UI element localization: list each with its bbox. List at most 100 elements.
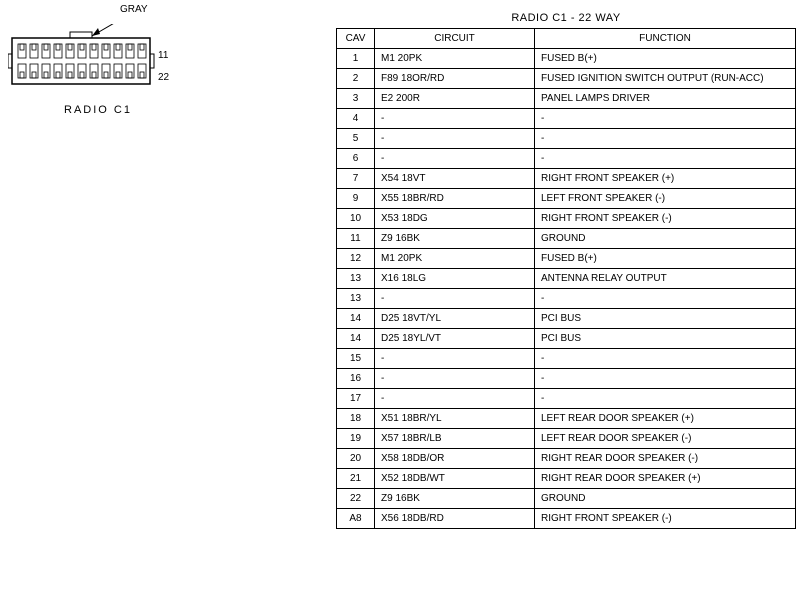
cell-circuit: X54 18VT [375, 169, 535, 189]
table-row: 16-- [337, 369, 796, 389]
header-function: FUNCTION [535, 29, 796, 49]
cell-circuit: Z9 16BK [375, 229, 535, 249]
cell-function: RIGHT FRONT SPEAKER (-) [535, 209, 796, 229]
cell-function: FUSED B(+) [535, 249, 796, 269]
table-row: 11Z9 16BKGROUND [337, 229, 796, 249]
pin-label-11: 11 [158, 50, 168, 61]
cell-cav: 14 [337, 309, 375, 329]
table-row: 2F89 18OR/RDFUSED IGNITION SWITCH OUTPUT… [337, 69, 796, 89]
cell-function: FUSED IGNITION SWITCH OUTPUT (RUN-ACC) [535, 69, 796, 89]
cell-cav: 18 [337, 409, 375, 429]
cell-circuit: - [375, 129, 535, 149]
cell-circuit: F89 18OR/RD [375, 69, 535, 89]
cell-circuit: X16 18LG [375, 269, 535, 289]
cell-circuit: D25 18VT/YL [375, 309, 535, 329]
cell-function: FUSED B(+) [535, 49, 796, 69]
table-row: 17-- [337, 389, 796, 409]
table-row: 14D25 18YL/VTPCI BUS [337, 329, 796, 349]
header-cav: CAV [337, 29, 375, 49]
table-row: 20X58 18DB/ORRIGHT REAR DOOR SPEAKER (-) [337, 449, 796, 469]
header-circuit: CIRCUIT [375, 29, 535, 49]
cell-circuit: - [375, 349, 535, 369]
cell-circuit: - [375, 389, 535, 409]
cell-function: LEFT FRONT SPEAKER (-) [535, 189, 796, 209]
cell-circuit: M1 20PK [375, 249, 535, 269]
table-row: 10X53 18DGRIGHT FRONT SPEAKER (-) [337, 209, 796, 229]
cell-function: - [535, 149, 796, 169]
cell-cav: 15 [337, 349, 375, 369]
cell-circuit: - [375, 369, 535, 389]
cell-cav: 17 [337, 389, 375, 409]
table-row: 3E2 200RPANEL LAMPS DRIVER [337, 89, 796, 109]
table-row: 12M1 20PKFUSED B(+) [337, 249, 796, 269]
pin-label-22: 22 [158, 72, 169, 83]
cell-cav: 11 [337, 229, 375, 249]
cell-function: PCI BUS [535, 329, 796, 349]
cell-cav: 13 [337, 269, 375, 289]
cell-circuit: M1 20PK [375, 49, 535, 69]
cell-cav: 21 [337, 469, 375, 489]
table-row: 15-- [337, 349, 796, 369]
connector-svg [8, 24, 168, 94]
cell-function: LEFT REAR DOOR SPEAKER (+) [535, 409, 796, 429]
cell-cav: 22 [337, 489, 375, 509]
cell-circuit: X58 18DB/OR [375, 449, 535, 469]
cell-function: PANEL LAMPS DRIVER [535, 89, 796, 109]
cell-circuit: X55 18BR/RD [375, 189, 535, 209]
cell-function: - [535, 349, 796, 369]
cell-circuit: X51 18BR/YL [375, 409, 535, 429]
cell-circuit: X56 18DB/RD [375, 509, 535, 529]
table-row: 13X16 18LGANTENNA RELAY OUTPUT [337, 269, 796, 289]
table-header-row: CAV CIRCUIT FUNCTION [337, 29, 796, 49]
gray-label: GRAY [120, 4, 148, 15]
cell-cav: 1 [337, 49, 375, 69]
cell-function: ANTENNA RELAY OUTPUT [535, 269, 796, 289]
cell-cav: 19 [337, 429, 375, 449]
cell-cav: 5 [337, 129, 375, 149]
cell-cav: 4 [337, 109, 375, 129]
pinout-table-area: RADIO C1 - 22 WAY CAV CIRCUIT FUNCTION 1… [336, 12, 796, 529]
cell-function: RIGHT REAR DOOR SPEAKER (-) [535, 449, 796, 469]
cell-cav: 7 [337, 169, 375, 189]
table-row: A8X56 18DB/RDRIGHT FRONT SPEAKER (-) [337, 509, 796, 529]
cell-cav: 14 [337, 329, 375, 349]
cell-cav: 9 [337, 189, 375, 209]
cell-circuit: E2 200R [375, 89, 535, 109]
pinout-table: CAV CIRCUIT FUNCTION 1M1 20PKFUSED B(+)2… [336, 28, 796, 529]
cell-circuit: - [375, 109, 535, 129]
connector-diagram: GRAY [8, 24, 188, 116]
cell-cav: 12 [337, 249, 375, 269]
cell-function: - [535, 289, 796, 309]
cell-function: - [535, 109, 796, 129]
cell-function: LEFT REAR DOOR SPEAKER (-) [535, 429, 796, 449]
cell-cav: 16 [337, 369, 375, 389]
cell-cav: 20 [337, 449, 375, 469]
table-row: 9X55 18BR/RDLEFT FRONT SPEAKER (-) [337, 189, 796, 209]
table-row: 14D25 18VT/YLPCI BUS [337, 309, 796, 329]
cell-cav: 6 [337, 149, 375, 169]
connector-caption: RADIO C1 [8, 104, 188, 116]
table-row: 4-- [337, 109, 796, 129]
table-title: RADIO C1 - 22 WAY [336, 12, 796, 24]
cell-function: PCI BUS [535, 309, 796, 329]
cell-circuit: - [375, 289, 535, 309]
cell-circuit: - [375, 149, 535, 169]
cell-function: RIGHT FRONT SPEAKER (+) [535, 169, 796, 189]
table-row: 13-- [337, 289, 796, 309]
table-row: 18X51 18BR/YLLEFT REAR DOOR SPEAKER (+) [337, 409, 796, 429]
cell-cav: A8 [337, 509, 375, 529]
cell-circuit: Z9 16BK [375, 489, 535, 509]
cell-cav: 10 [337, 209, 375, 229]
table-row: 7X54 18VTRIGHT FRONT SPEAKER (+) [337, 169, 796, 189]
cell-function: - [535, 129, 796, 149]
table-row: 1M1 20PKFUSED B(+) [337, 49, 796, 69]
cell-circuit: D25 18YL/VT [375, 329, 535, 349]
cell-circuit: X52 18DB/WT [375, 469, 535, 489]
table-row: 22Z9 16BKGROUND [337, 489, 796, 509]
cell-function: GROUND [535, 489, 796, 509]
cell-function: GROUND [535, 229, 796, 249]
cell-cav: 13 [337, 289, 375, 309]
table-row: 6-- [337, 149, 796, 169]
cell-cav: 3 [337, 89, 375, 109]
table-row: 21X52 18DB/WTRIGHT REAR DOOR SPEAKER (+) [337, 469, 796, 489]
